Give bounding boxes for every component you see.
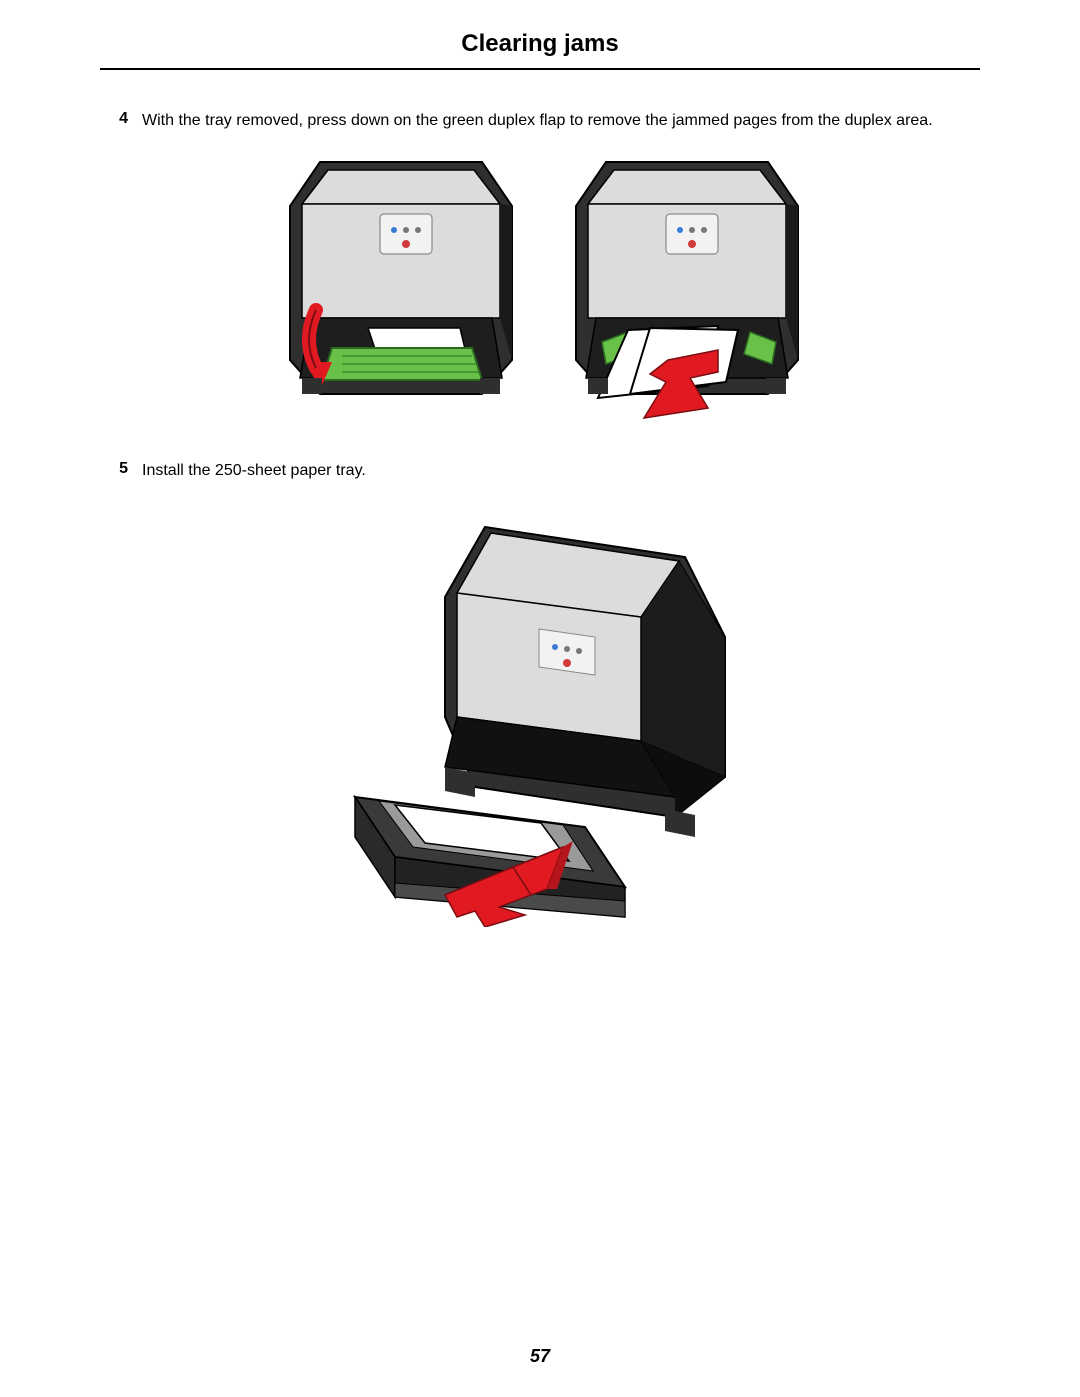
step-5-number: 5 — [100, 460, 142, 478]
figure-printer-flap-down — [272, 150, 522, 430]
figure-pull-paper-out — [558, 150, 808, 430]
step-5-text: Install the 250-sheet paper tray. — [142, 460, 980, 482]
step-4-number: 4 — [100, 110, 142, 128]
page-title: Clearing jams — [461, 30, 618, 57]
figure-row-step-5 — [100, 497, 980, 927]
manual-page: Clearing jams 4 With the tray removed, p… — [0, 0, 1080, 1397]
step-5: 5 Install the 250-sheet paper tray. — [100, 460, 980, 482]
step-4-text: With the tray removed, press down on the… — [142, 110, 980, 132]
page-number: 57 — [0, 1346, 1080, 1367]
step-4: 4 With the tray removed, press down on t… — [100, 110, 980, 132]
figure-install-tray — [325, 497, 755, 927]
page-header: Clearing jams — [100, 30, 980, 70]
figure-row-step-4 — [100, 150, 980, 430]
